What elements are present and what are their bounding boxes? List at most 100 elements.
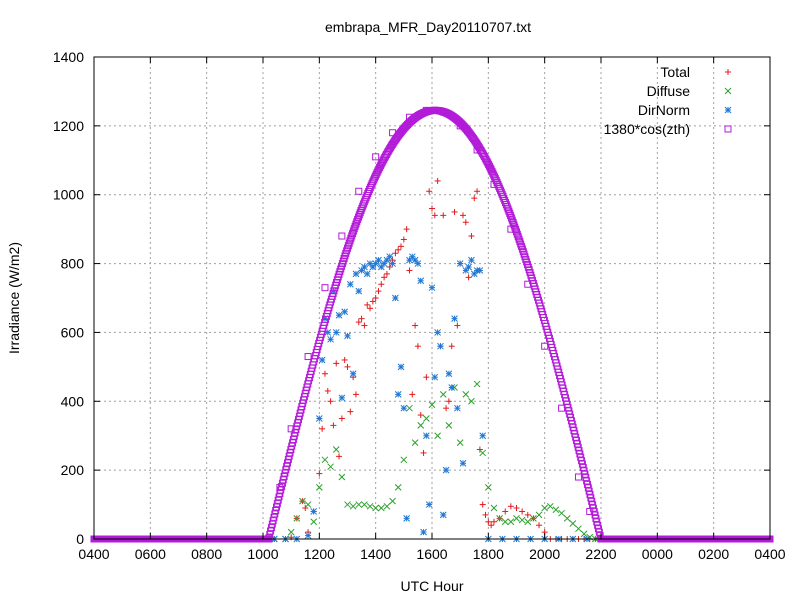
- total-point: [451, 208, 458, 215]
- dirnorm-point: [318, 356, 326, 364]
- y-tick-label: 1000: [53, 187, 84, 203]
- clear-sky-point: [357, 206, 365, 214]
- total-point: [414, 343, 421, 350]
- clear-sky-point: [512, 226, 520, 234]
- total-point: [378, 281, 385, 288]
- total-point: [367, 305, 374, 312]
- clear-sky-point: [503, 203, 511, 211]
- dirnorm-point: [389, 260, 396, 267]
- dirnorm-point: [392, 294, 399, 302]
- diffuse-point: [535, 511, 543, 519]
- clear-sky-point: [507, 225, 515, 233]
- clear-sky-point: [353, 218, 361, 226]
- diffuse-point: [355, 501, 363, 508]
- y-tick-label: 400: [61, 393, 85, 409]
- total-point: [319, 425, 326, 432]
- clear-sky-point: [558, 404, 566, 412]
- x-tick-label: 0000: [642, 546, 673, 562]
- total-point: [330, 422, 337, 429]
- total-point: [341, 356, 348, 363]
- clear-sky-point: [490, 180, 498, 188]
- clear-sky-point: [574, 473, 582, 481]
- clear-sky-point: [356, 209, 364, 217]
- total-point: [375, 288, 382, 295]
- dirnorm-point: [403, 514, 411, 522]
- total-point: [355, 319, 362, 326]
- diffuse-point: [344, 501, 351, 508]
- clear-sky-point: [351, 222, 359, 230]
- total-point: [398, 243, 405, 250]
- total-point: [316, 470, 323, 477]
- clear-sky-point: [354, 215, 362, 223]
- clear-sky-point: [345, 239, 353, 247]
- clear-sky-point: [431, 106, 439, 114]
- legend-marker: [725, 69, 731, 75]
- y-tick-label: 800: [61, 256, 85, 272]
- total-point: [409, 391, 416, 398]
- total-point: [485, 518, 492, 525]
- clear-sky-point: [354, 213, 362, 221]
- diffuse-point: [423, 415, 430, 422]
- legend-label: 1380*cos(zth): [604, 121, 690, 137]
- total-point: [429, 205, 435, 212]
- diffuse-point: [513, 514, 520, 522]
- diffuse-point: [361, 501, 368, 508]
- dirnorm-point: [445, 370, 453, 378]
- clear-sky-point: [344, 242, 352, 250]
- dirnorm-point: [442, 466, 450, 474]
- total-point: [476, 446, 483, 453]
- clear-sky-point: [517, 240, 525, 248]
- diffuse-point: [315, 484, 323, 491]
- dirnorm-point: [417, 277, 425, 285]
- diffuse-point: [321, 456, 329, 464]
- legend-label: Total: [660, 64, 690, 80]
- total-point: [524, 511, 531, 518]
- dirnorm-point: [414, 260, 422, 267]
- total-point: [426, 188, 433, 195]
- diffuse-point: [366, 502, 374, 510]
- dirnorm-point: [386, 253, 394, 261]
- diffuse-point: [569, 520, 577, 527]
- diffuse-point: [541, 504, 549, 512]
- dirnorm-point: [459, 459, 467, 467]
- diffuse-point: [383, 502, 391, 510]
- legend-marker: [724, 106, 732, 114]
- clear-sky-point: [355, 187, 363, 195]
- dirnorm-point: [406, 256, 413, 264]
- series-diffuse: [90, 380, 772, 543]
- diffuse-point: [445, 422, 453, 429]
- total-point: [417, 412, 424, 419]
- total-point: [513, 505, 520, 512]
- clear-sky-point: [507, 214, 515, 222]
- y-tick-label: 1400: [53, 49, 84, 65]
- total-point: [336, 453, 343, 460]
- clear-sky-point: [509, 219, 517, 227]
- clear-sky-point: [350, 225, 358, 233]
- x-tick-label: 0400: [754, 546, 785, 562]
- clear-sky-point: [516, 238, 524, 246]
- total-point: [454, 322, 461, 329]
- diffuse-point: [417, 422, 425, 429]
- legend-marker: [724, 125, 732, 133]
- clear-sky-point: [502, 201, 510, 209]
- diffuse-point: [310, 518, 318, 526]
- dirnorm-point: [352, 270, 360, 278]
- clear-sky-point: [422, 106, 430, 114]
- diffuse-point: [473, 380, 481, 388]
- legend: Total Diffuse DirNorm 1380*cos(zth): [604, 64, 732, 137]
- dirnorm-point: [361, 263, 368, 271]
- diffuse-point: [304, 501, 312, 508]
- dirnorm-point: [420, 528, 427, 536]
- dirnorm-point: [431, 373, 439, 381]
- total-point: [352, 391, 359, 398]
- total-point: [536, 522, 543, 529]
- total-point: [392, 250, 399, 257]
- y-axis-label: Irradiance (W/m2): [6, 242, 22, 354]
- dirnorm-point: [341, 308, 349, 316]
- total-point: [482, 511, 489, 518]
- clear-sky-point: [347, 234, 355, 242]
- clear-sky-point: [321, 284, 329, 292]
- dirnorm-point: [453, 404, 461, 412]
- diffuse-point: [428, 401, 436, 409]
